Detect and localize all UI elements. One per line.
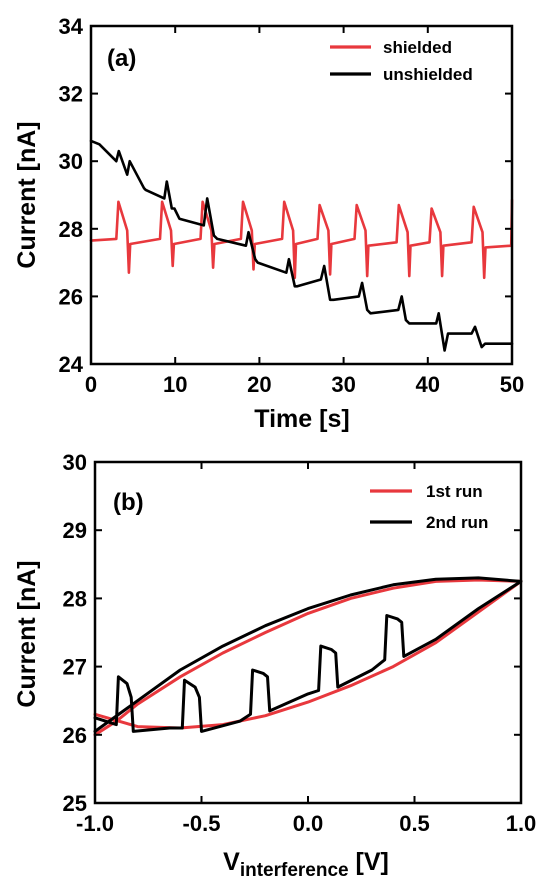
- panel-b-ticks: -1.0 -0.5 0.0 0.5 1.0 25 26 27 28 29 30: [63, 450, 537, 836]
- panel-b: -1.0 -0.5 0.0 0.5 1.0 25 26 27 28 29 30 (b) 1st ru…: [13, 450, 536, 880]
- y-tick-label: 26: [63, 723, 87, 748]
- panel-b-label: (b): [113, 489, 144, 516]
- y-tick-label: 24: [59, 352, 84, 377]
- x-axis-title-subscript: interference: [240, 860, 349, 880]
- y-tick-label: 26: [59, 284, 83, 309]
- x-axis-title-main: V: [223, 848, 240, 876]
- x-tick-label: 20: [247, 372, 271, 397]
- legend-label-1st-run: 1st run: [426, 482, 483, 501]
- series-line-1st-run: [93, 578, 523, 737]
- x-tick-label: 40: [416, 372, 440, 397]
- panel-a-plot-frame: [89, 24, 514, 366]
- legend-label-2nd-run: 2nd run: [426, 513, 488, 532]
- y-tick-label: 34: [59, 14, 84, 39]
- x-tick-label: 50: [500, 372, 524, 397]
- x-tick-label: 0: [85, 372, 97, 397]
- series-line-shielded: [89, 198, 514, 280]
- panel-a-y-axis-title: Current [nA]: [13, 121, 41, 268]
- x-tick-label: 30: [331, 372, 355, 397]
- x-tick-label: -0.5: [183, 811, 221, 836]
- legend-label-shielded: shielded: [383, 38, 452, 57]
- y-tick-label: 30: [63, 450, 87, 475]
- y-tick-label: 30: [59, 149, 83, 174]
- series-line-unshielded: [89, 139, 514, 352]
- panel-b-y-axis-title: Current [nA]: [13, 560, 41, 707]
- x-tick-label: 0.0: [293, 811, 324, 836]
- y-tick-label: 29: [63, 518, 87, 543]
- x-tick-label: 10: [163, 372, 187, 397]
- panel-b-x-axis-title: Vinterference [V]: [223, 848, 389, 880]
- panel-a-series: [89, 139, 514, 352]
- x-tick-label: -1.0: [76, 811, 114, 836]
- series-line-2nd-run: [93, 576, 523, 733]
- y-tick-label: 27: [63, 655, 87, 680]
- x-tick-label: 1.0: [506, 811, 537, 836]
- panel-b-legend: 1st run 2nd run: [370, 482, 488, 532]
- panel-a-label: (a): [107, 45, 136, 72]
- panel-a-x-axis-title: Time [s]: [254, 405, 349, 433]
- x-axis-title-unit: [V]: [349, 848, 389, 876]
- panel-a: 0 10 20 30 40 50 24 26 28 30 32 34 (a) shielded unsh…: [13, 14, 524, 433]
- panel-a-legend: shielded unshielded: [330, 38, 473, 84]
- y-tick-label: 32: [59, 82, 83, 107]
- y-tick-label: 28: [59, 217, 83, 242]
- panel-a-ticks: 0 10 20 30 40 50 24 26 28 30 32 34: [59, 14, 525, 397]
- y-tick-label: 28: [63, 586, 87, 611]
- legend-label-unshielded: unshielded: [383, 65, 473, 84]
- panel-b-series: [93, 576, 523, 737]
- x-tick-label: 0.5: [399, 811, 430, 836]
- y-tick-label: 25: [63, 791, 87, 816]
